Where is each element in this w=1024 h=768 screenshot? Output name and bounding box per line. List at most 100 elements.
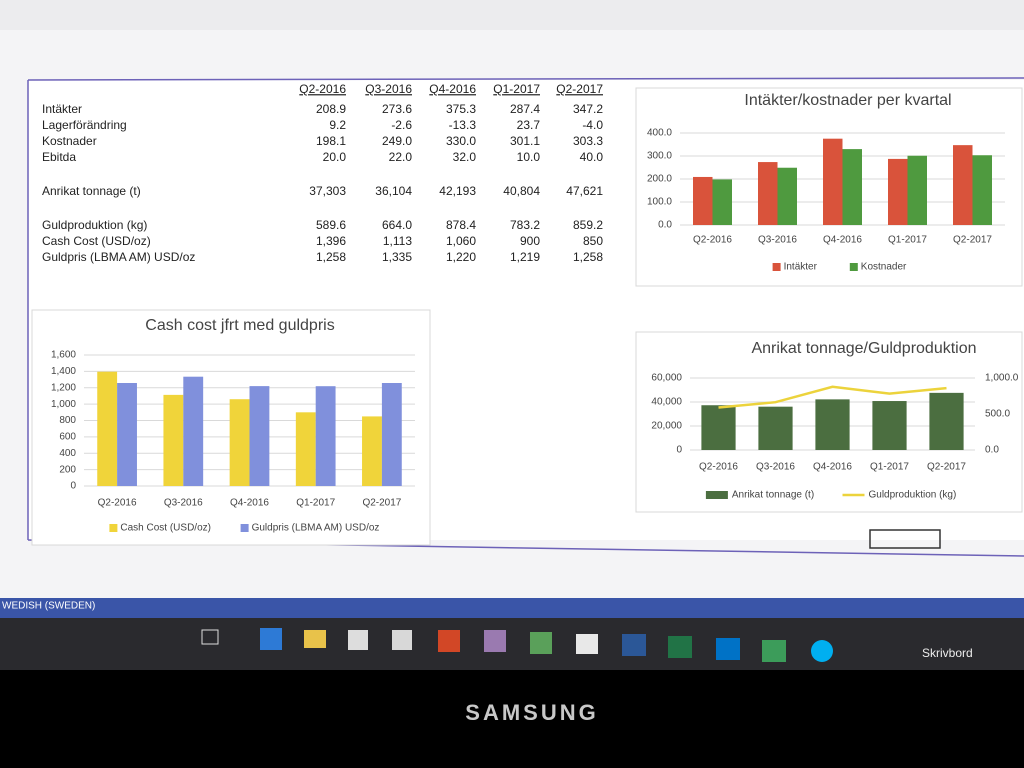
bar (701, 405, 736, 450)
bar (815, 399, 850, 450)
bar (972, 155, 992, 225)
bar (907, 155, 927, 225)
cell: 1,113 (383, 234, 412, 248)
app-icon[interactable] (576, 634, 598, 654)
column-header: Q1-2017 (493, 82, 540, 96)
legend-swatch (109, 524, 118, 532)
taskbar (0, 618, 1024, 670)
legend-label: Kostnader (861, 262, 907, 273)
skype-icon[interactable] (811, 640, 833, 662)
outlook-icon[interactable] (716, 638, 740, 660)
cell: 347.2 (573, 102, 603, 116)
row-label: Lagerförändring (42, 118, 127, 132)
bar (888, 158, 908, 225)
cell: 37,303 (309, 184, 346, 198)
cell: 664.0 (382, 218, 412, 232)
bar (929, 392, 964, 450)
y-tick-label: 200.0 (647, 174, 672, 185)
legend-label: Guldproduktion (kg) (869, 490, 957, 501)
cell: 375.3 (446, 102, 476, 116)
bar (229, 399, 250, 486)
desktop-label[interactable]: Skrivbord (922, 646, 973, 660)
cell: 783.2 (510, 218, 540, 232)
x-tick-label: Q3-2016 (756, 462, 795, 473)
column-header: Q4-2016 (429, 82, 476, 96)
monitor-brand: SAMSUNG (465, 700, 598, 725)
cell: 208.9 (316, 102, 346, 116)
y-tick-label: 400.0 (647, 128, 672, 139)
taskbar-icons (201, 628, 833, 662)
x-tick-label: Q2-2017 (362, 498, 401, 509)
ribbon-remnant (0, 0, 1024, 30)
task-view-icon[interactable] (201, 629, 219, 645)
store-icon[interactable] (348, 630, 368, 650)
x-tick-label: Q2-2016 (98, 498, 137, 509)
app-icon[interactable] (484, 630, 506, 652)
word-icon[interactable] (622, 634, 646, 656)
x-tick-label: Q1-2017 (888, 235, 927, 246)
x-tick-label: Q4-2016 (823, 235, 862, 246)
app-icon[interactable] (530, 632, 552, 654)
legend-label: Cash Cost (USD/oz) (120, 523, 211, 534)
y2-tick-label: 0.0 (985, 445, 999, 456)
y-tick-label: 1,000 (51, 399, 76, 410)
cell: 1,258 (573, 250, 603, 264)
x-tick-label: Q2-2017 (927, 462, 966, 473)
bar (872, 401, 907, 450)
legend-swatch (240, 524, 249, 532)
x-tick-label: Q1-2017 (870, 462, 909, 473)
powerpoint-icon[interactable] (438, 630, 460, 652)
bar (712, 179, 732, 225)
cell: 10.0 (517, 150, 541, 164)
y-tick-label: 1,200 (51, 382, 76, 393)
bar (183, 376, 204, 486)
x-tick-label: Q3-2016 (758, 235, 797, 246)
bar (823, 138, 843, 225)
app-icon[interactable] (762, 640, 786, 662)
y-tick-label: 0 (70, 481, 76, 492)
selection-border (27, 77, 1024, 81)
cell: -13.3 (449, 118, 477, 132)
legend-label: Anrikat tonnage (t) (732, 490, 814, 501)
cell: 900 (520, 234, 540, 248)
status-bar (0, 598, 1024, 618)
row-label: Guldpris (LBMA AM) USD/oz (42, 250, 195, 264)
row-label: Intäkter (42, 102, 82, 116)
cell: 330.0 (446, 134, 476, 148)
edge-icon[interactable] (260, 628, 282, 650)
cell: 36,104 (375, 184, 412, 198)
cell: 589.6 (316, 218, 346, 232)
row-label: Kostnader (42, 134, 97, 148)
cell: 303.3 (573, 134, 603, 148)
explorer-icon[interactable] (304, 630, 326, 648)
cell: 1,396 (316, 234, 346, 248)
bar (953, 145, 973, 225)
legend-swatch (705, 491, 728, 499)
y-tick-label: 20,000 (651, 421, 682, 432)
cell: 40.0 (580, 150, 604, 164)
legend-label: Guldpris (LBMA AM) USD/oz (252, 523, 380, 534)
bar (97, 371, 118, 486)
cell: 1,335 (382, 250, 412, 264)
bar (249, 386, 270, 486)
bar (758, 406, 793, 450)
x-tick-label: Q4-2016 (813, 462, 852, 473)
cell: 22.0 (389, 150, 413, 164)
excel-icon[interactable] (668, 636, 692, 658)
row-label: Cash Cost (USD/oz) (42, 234, 151, 248)
bar (777, 167, 797, 225)
legend-swatch (772, 263, 781, 271)
pdf-icon[interactable] (392, 630, 412, 650)
cell: 20.0 (323, 150, 347, 164)
selected-cell[interactable] (869, 529, 941, 549)
y-tick-label: 0.0 (658, 220, 672, 231)
x-tick-label: Q2-2017 (953, 235, 992, 246)
bar (758, 162, 778, 225)
cell: 878.4 (446, 218, 476, 232)
chart-title: Intäkter/kostnader per kvartal (744, 92, 951, 109)
cell: 273.6 (382, 102, 412, 116)
cell: 249.0 (382, 134, 412, 148)
row-label: Anrikat tonnage (t) (42, 184, 141, 198)
cell: 23.7 (517, 118, 541, 132)
